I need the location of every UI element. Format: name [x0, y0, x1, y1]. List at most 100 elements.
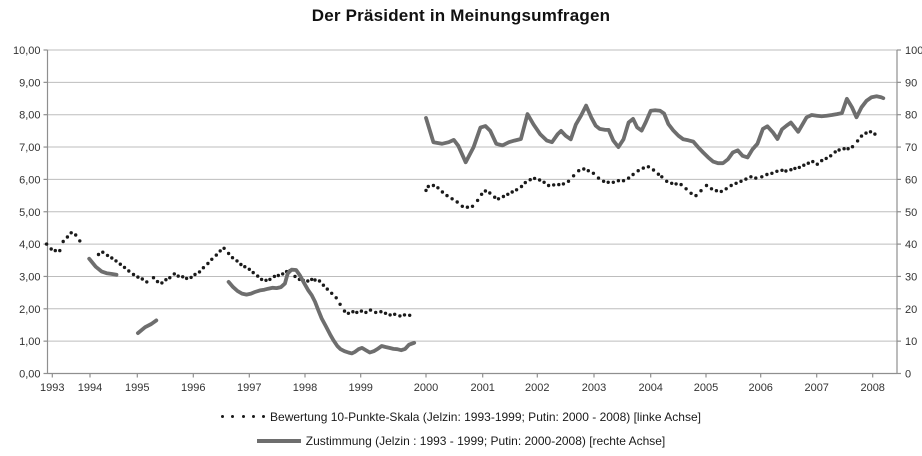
x-axis-tick-label: 2003 [582, 382, 606, 394]
bewertung-dot-series-point [189, 275, 193, 280]
bewertung-dot-series-point [651, 168, 656, 172]
bewertung-dot-series-point [110, 256, 114, 260]
bewertung-dot-series-point [566, 179, 571, 183]
bewertung-dot-series-point [69, 231, 73, 235]
bewertung-dot-series-point [582, 167, 586, 171]
x-axis-tick-label: 2004 [638, 382, 662, 394]
bewertung-dot-series-point [239, 262, 243, 267]
bewertung-dot-series-point [833, 150, 837, 154]
bewertung-dot-series-point [842, 147, 846, 151]
right-axis-tick-label: 40 [905, 239, 917, 251]
x-axis-tick-label: 1996 [181, 382, 205, 394]
bewertung-dot-series-point [679, 182, 683, 187]
zustimmung-line-series [87, 256, 119, 277]
legend-label-zustimmung: Zustimmung (Jelzin : 1993 - 1999; Putin:… [305, 433, 666, 448]
bewertung-dot-series-point [815, 162, 819, 166]
bewertung-dot-series-point [611, 180, 615, 184]
bewertung-dot-series-point [859, 134, 864, 138]
bewertung-dot-series-point [105, 253, 110, 258]
right-axis-tick-label: 10 [905, 336, 917, 348]
bewertung-dot-series-point [276, 273, 280, 278]
bewertung-dot-series-point [210, 257, 214, 261]
bewertung-dot-series-point [714, 189, 719, 193]
bewertung-dot-series-point [829, 154, 833, 158]
bewertung-dot-series-point [561, 182, 566, 186]
bewertung-dot-series-point [729, 183, 733, 188]
bewertung-dot-series-point [155, 279, 160, 284]
bewertung-dot-series-point [616, 179, 621, 183]
x-axis-tick-label: 2007 [804, 382, 828, 394]
bewertung-dot-series-point [388, 313, 392, 317]
bewertung-dot-series-point [689, 191, 693, 195]
bewertung-dot-series-point [193, 272, 197, 277]
bewertung-dot-series-point [855, 139, 860, 143]
bewertung-dot-series-point [230, 256, 235, 260]
bewertung-dot-series-point [765, 172, 769, 177]
bewertung-dot-series-point [184, 276, 189, 281]
bewertung-dot-series-point [310, 277, 314, 282]
left-axis-tick-label: 9,00 [19, 77, 40, 89]
bewertung-dot-series-point [235, 259, 239, 263]
bewertung-dot-series-point [251, 270, 255, 275]
bewertung-dot-series-point [780, 168, 784, 172]
bewertung-dot-series-point [670, 181, 674, 185]
bewertung-dot-series-point [770, 171, 774, 175]
bewertung-dot-series-point [656, 172, 661, 176]
bewertung-dot-series-point [272, 274, 277, 279]
bewertung-dot-series-point [374, 310, 378, 315]
bewertung-dot-series-point [101, 250, 105, 254]
bewertung-dot-series-point [445, 193, 449, 198]
left-axis-tick-label: 4,00 [19, 239, 40, 251]
bewertung-dot-series-point [450, 197, 454, 201]
left-axis-tick-label: 6,00 [19, 174, 40, 186]
bewertung-dot-series-point [552, 183, 556, 187]
bewertung-dot-series-point [321, 283, 326, 287]
bewertung-dot-series-point [754, 176, 758, 180]
bewertung-dot-series-point [719, 189, 723, 194]
x-axis-tick-label: 2005 [694, 382, 718, 394]
bewertung-dot-series-point [775, 169, 779, 173]
bewertung-dot-series-point [49, 247, 53, 251]
bewertung-dot-series-point [694, 193, 698, 198]
bewertung-dot-series-point [355, 310, 359, 315]
bewertung-dot-series-point [61, 239, 65, 244]
right-axis-tick-label: 20 [905, 304, 917, 316]
bewertung-dot-series-point [293, 274, 297, 279]
bewertung-dot-series-point [383, 311, 388, 315]
bewertung-dot-series-point [131, 272, 136, 277]
x-axis-tick-label: 2006 [748, 382, 772, 394]
bewertung-dot-series-point [820, 158, 824, 163]
bewertung-dot-series-point [44, 242, 49, 246]
bewertung-dot-series-point [802, 163, 806, 167]
bewertung-dot-series-point [684, 187, 688, 191]
bewertung-dot-series-point [145, 280, 149, 284]
left-axis-tick-label: 10,00 [13, 45, 41, 57]
bewertung-dot-series-point [74, 233, 78, 237]
bewertung-dot-series-point [557, 182, 561, 187]
bewertung-dot-series-point [151, 276, 156, 280]
bewertung-dot-series-point [122, 265, 127, 270]
bewertung-dot-series-point [168, 276, 172, 280]
bewertung-dot-series-point [532, 176, 537, 181]
bewertung-dot-series-point [440, 190, 445, 194]
x-axis-tick-label: 1993 [40, 382, 64, 394]
bewertung-dot-series-point [483, 189, 488, 193]
bewertung-dot-series-point [359, 309, 364, 313]
bewertung-dot-series-point [197, 270, 202, 274]
bewertung-dot-series-point [465, 205, 470, 209]
right-axis-tick-label: 70 [905, 142, 917, 154]
bewertung-dot-series-point [268, 277, 272, 282]
bewertung-dot-series-point [488, 191, 492, 195]
bewertung-dot-series-point [127, 269, 131, 273]
bewertung-dot-series-point [601, 179, 606, 183]
x-axis-tick-label: 2000 [414, 382, 438, 394]
bewertung-dot-series-point [797, 165, 801, 170]
bewertung-dot-series-point [621, 179, 626, 183]
bewertung-dot-series-point [739, 179, 743, 183]
bewertung-dot-series-point [519, 184, 524, 189]
bewertung-dot-series-point [368, 308, 373, 312]
dotted-series-marker-icon [221, 415, 266, 418]
x-axis-tick-label: 1999 [348, 382, 372, 394]
bewertung-dot-series-point [873, 132, 877, 136]
